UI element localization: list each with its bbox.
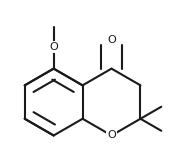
Text: O: O <box>107 130 116 140</box>
Text: O: O <box>107 35 116 45</box>
Text: O: O <box>49 42 58 52</box>
